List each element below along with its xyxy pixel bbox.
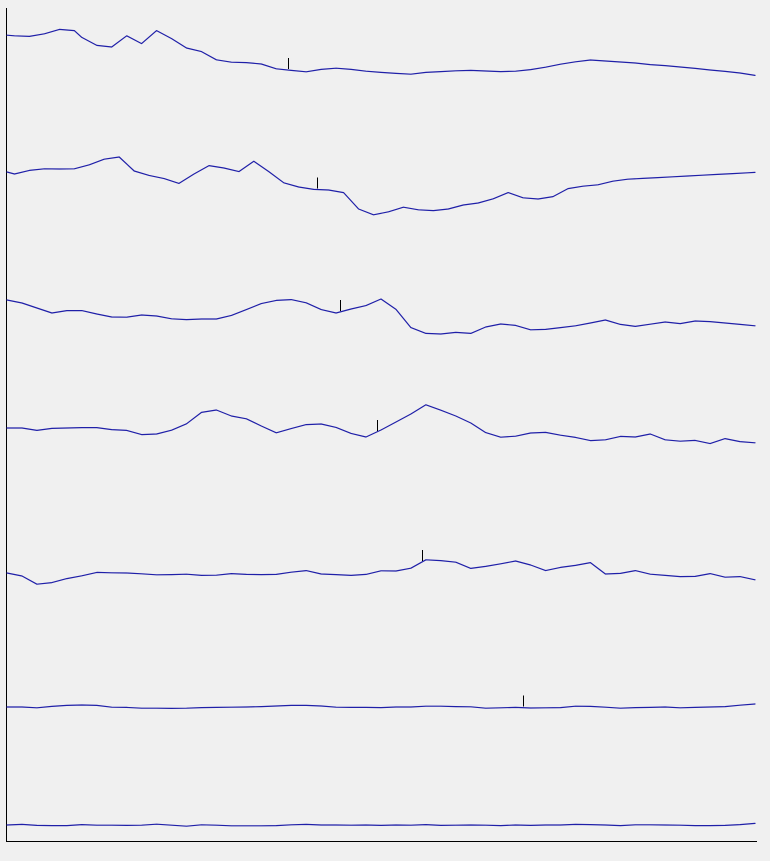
trace-line-7 <box>6 822 756 827</box>
trace-line-6 <box>6 703 756 709</box>
trace-line-3 <box>6 298 756 335</box>
trace-line-5 <box>6 559 756 585</box>
trace-line-2 <box>6 156 756 216</box>
traces-group <box>6 28 756 827</box>
trace-line-1 <box>6 28 756 76</box>
trace-line-4 <box>6 404 756 445</box>
